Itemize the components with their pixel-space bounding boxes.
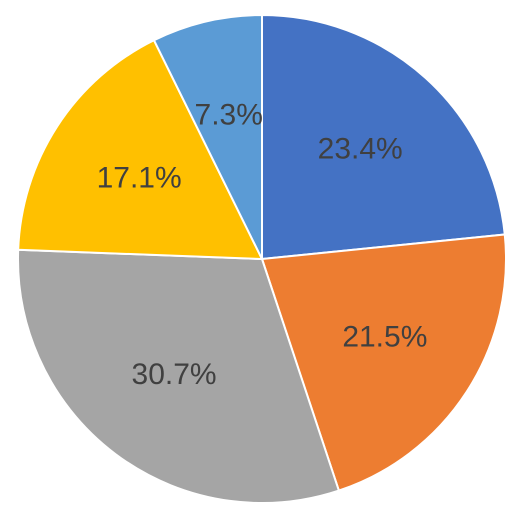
- pie-data-labels: 23.4% 21.5% 30.7% 17.1% 7.3%: [97, 98, 428, 391]
- pie-slice-3: [17, 248, 341, 504]
- pie-slices: [17, 13, 507, 504]
- pie-slice-5-label: 7.3%: [195, 98, 263, 131]
- pie-slice-1-label: 23.4%: [318, 132, 403, 165]
- pie-slice-2-label: 21.5%: [342, 321, 427, 354]
- pie-slice-1: [261, 13, 506, 261]
- pie-slice-5: [152, 13, 263, 260]
- pie-slice-2: [260, 233, 507, 492]
- pie-slice-4-label: 17.1%: [97, 161, 182, 194]
- pie-slice-4: [17, 38, 264, 261]
- pie-slice-3-label: 30.7%: [132, 358, 217, 391]
